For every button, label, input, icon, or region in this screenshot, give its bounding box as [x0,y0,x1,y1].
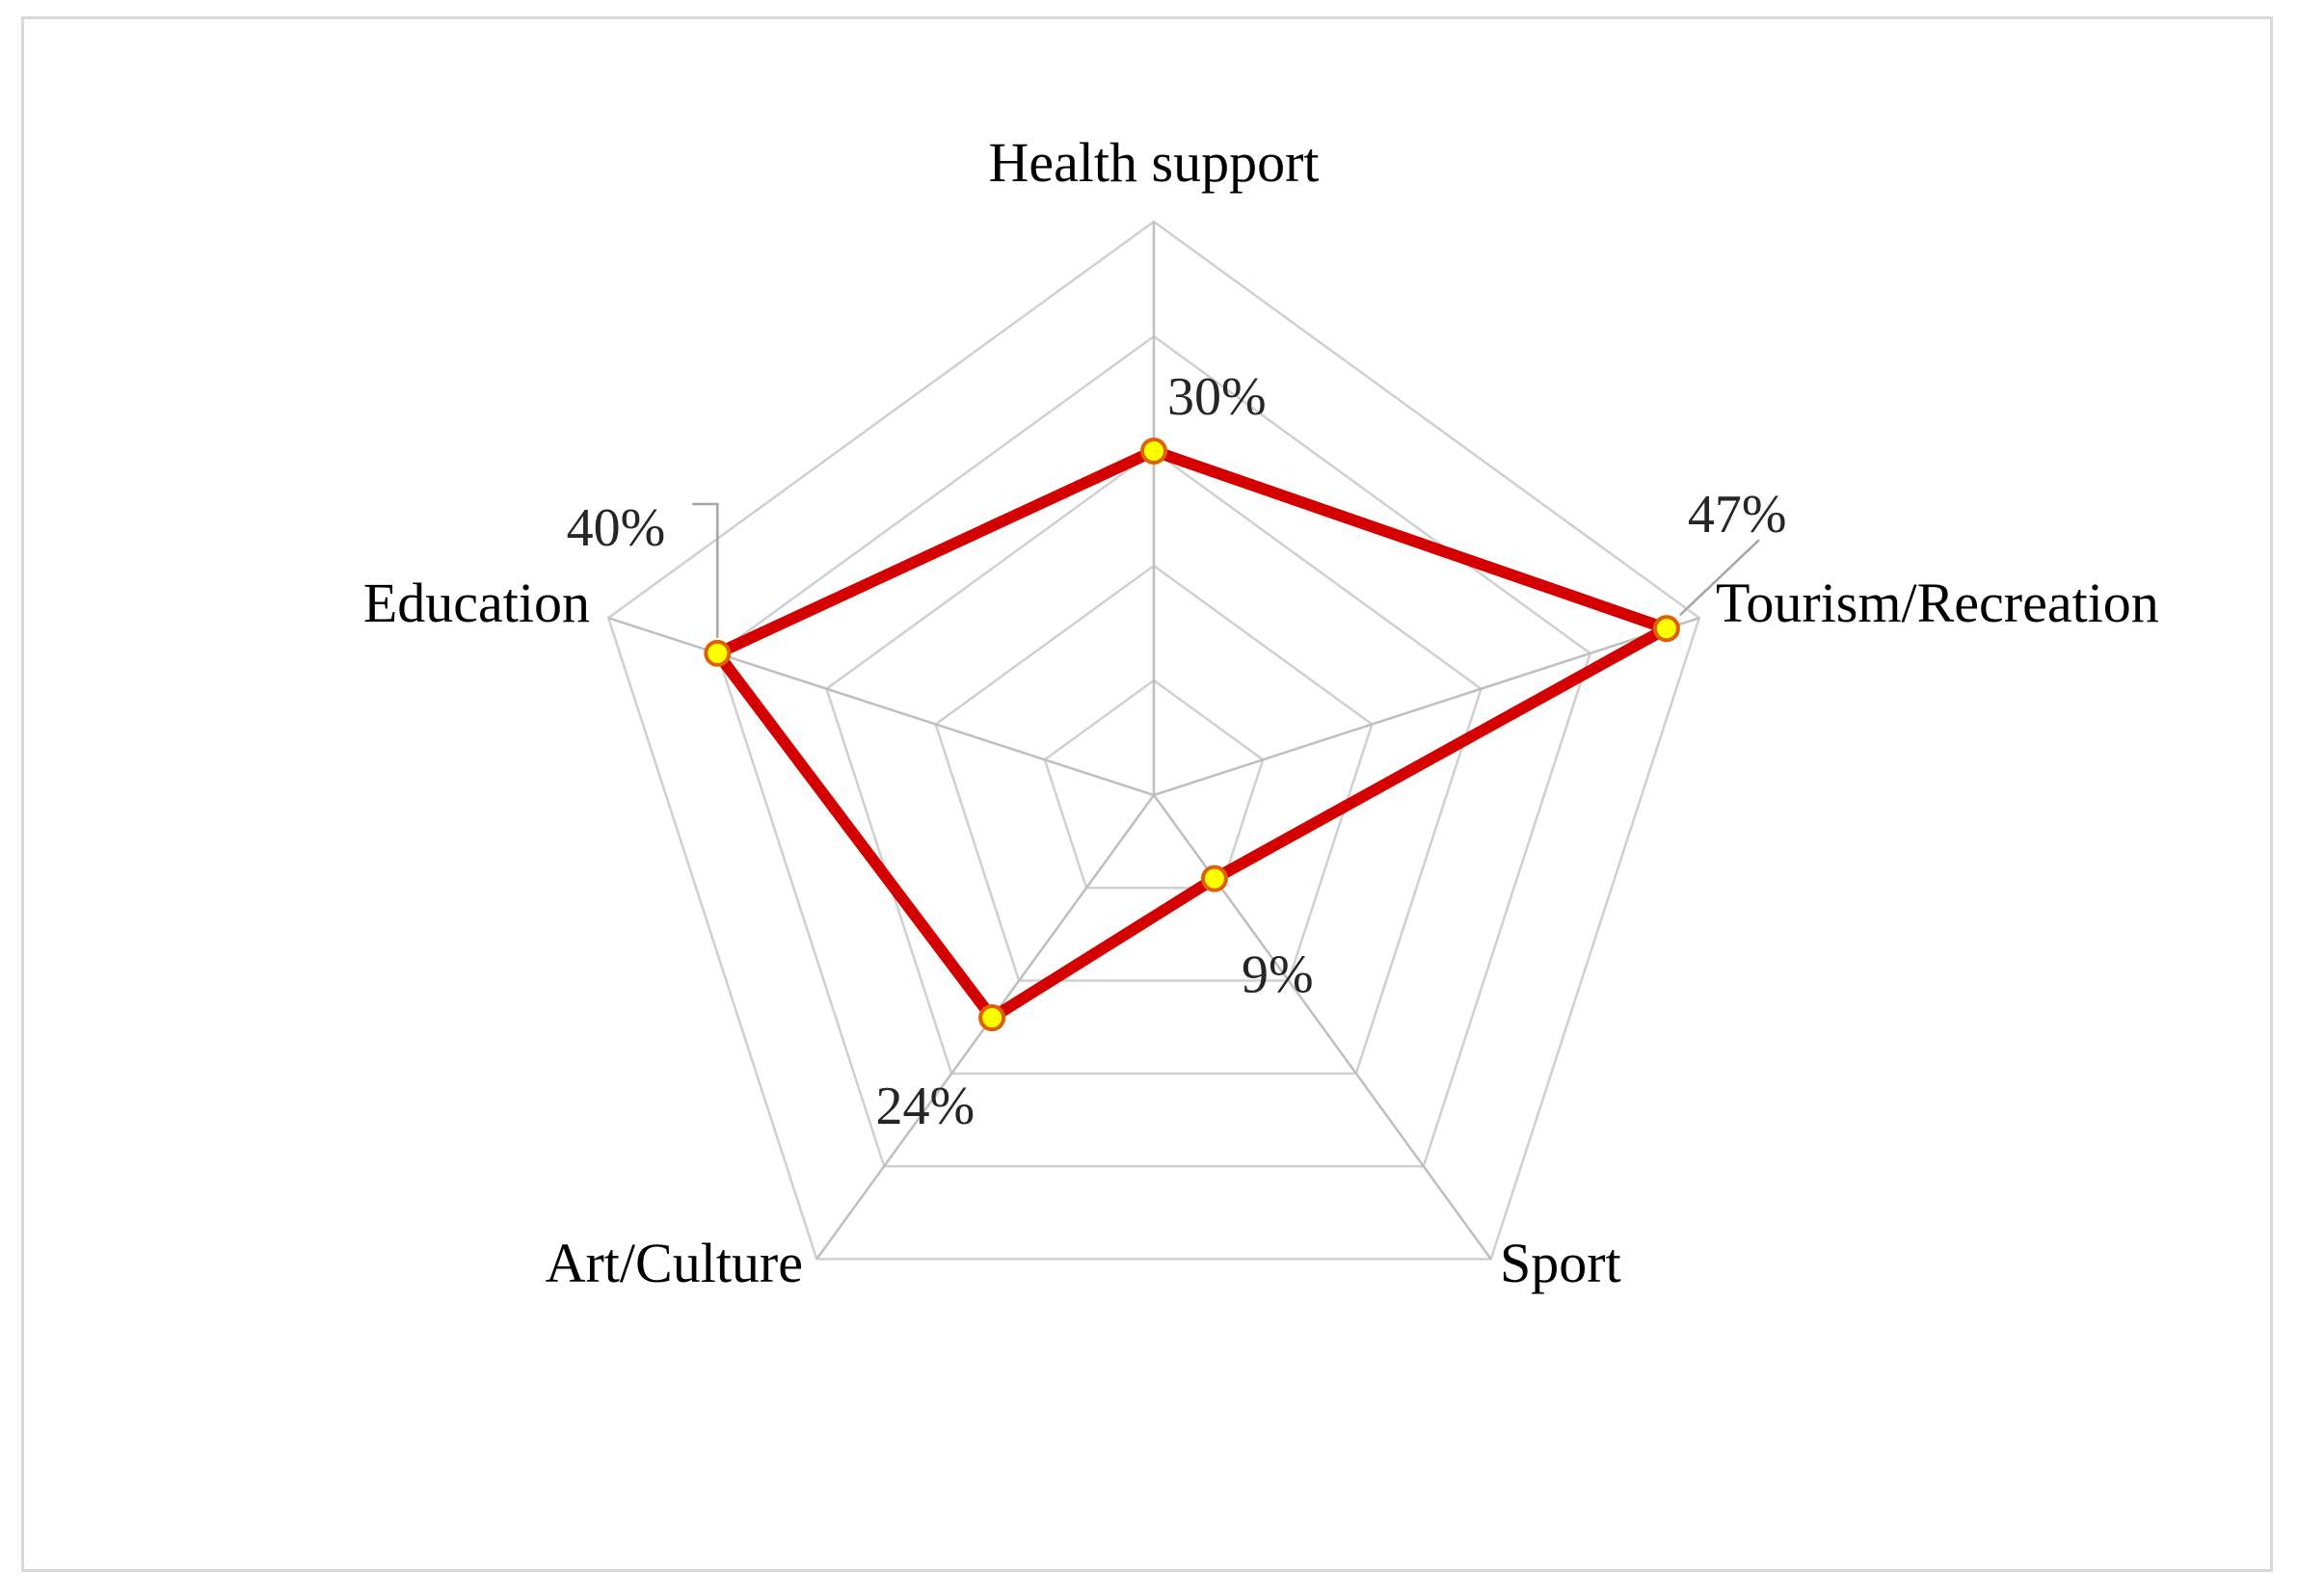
grid-ring-2 [934,564,1374,982]
grid-ring-5 [606,220,1701,1261]
grid-ring-4 [715,334,1592,1168]
radar-grid [606,220,1701,1261]
category-label-health-support: Health support [988,131,1319,194]
axis-spoke-education [607,616,1155,797]
leader-line-tourism-recreation [1679,539,1760,617]
data-label-tourism-recreation: 47% [1688,485,1787,545]
category-label-art-culture: Art/Culture [546,1232,803,1294]
category-label-education: Education [363,572,590,634]
data-point-sport [1200,864,1228,892]
leader-line-education [692,502,719,638]
data-label-health-support: 30% [1167,367,1267,427]
data-point-tourism-recreation [1652,615,1680,643]
axis-spoke-tourism-recreation [1153,616,1700,797]
grid-ring-3 [825,449,1483,1076]
data-label-sport: 9% [1242,945,1314,1005]
data-label-art-culture: 24% [875,1077,975,1136]
radar-markers [704,438,1680,1032]
data-label-education: 40% [567,498,666,558]
grid-ring-1 [1043,678,1265,890]
series-line [711,445,1672,1024]
radar-labels: Health support Tourism/Recreation Sport … [363,131,2159,1294]
radar-series [711,445,1672,1024]
category-label-tourism-recreation: Tourism/Recreation [1716,572,2159,634]
data-point-art-culture [978,1004,1006,1032]
category-label-sport: Sport [1500,1232,1621,1294]
axis-spoke-sport [1152,794,1492,1261]
data-point-education [704,639,732,667]
data-point-health-support [1140,438,1167,465]
